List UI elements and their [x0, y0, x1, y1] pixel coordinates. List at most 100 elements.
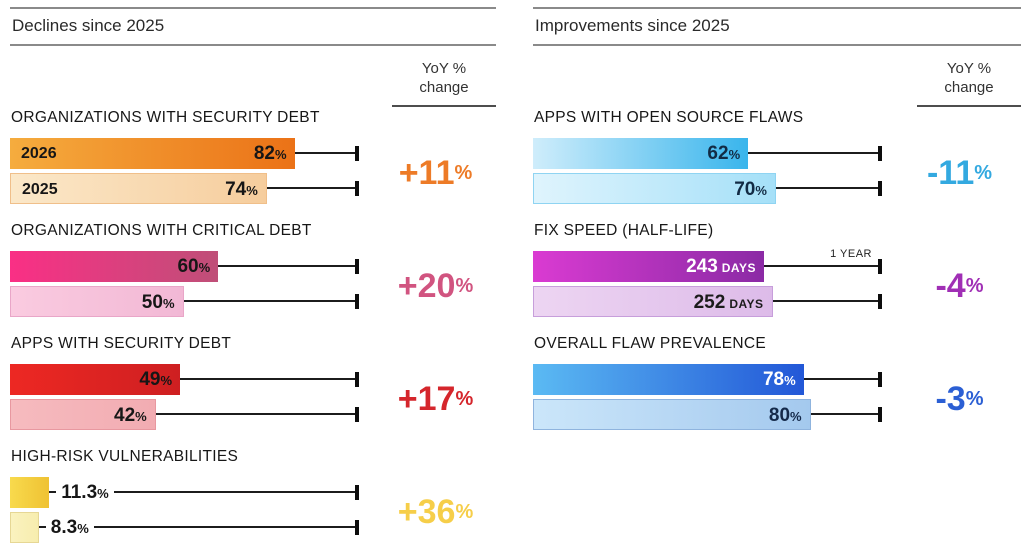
bar-row: 49%	[10, 364, 375, 395]
panel-top-rule	[533, 7, 1021, 9]
bar-value: 252 DAYS	[694, 287, 764, 320]
bar-value-number: 60	[177, 256, 199, 277]
section-body: 11.3% 8.3% +36%	[10, 477, 496, 547]
bar-value-number: 42	[114, 405, 136, 426]
yoy-change-unit: %	[454, 162, 473, 184]
bar-value: 8.3%	[45, 512, 94, 544]
section-body: 78% 80% -3%	[533, 364, 1021, 434]
full-scale-tick	[355, 259, 359, 274]
yoy-change-unit: %	[455, 275, 474, 297]
section-body: 2026 82% 2025 74% +11%	[10, 138, 496, 208]
bar-row: 11.3%	[10, 477, 375, 509]
bar-value-number: 70	[734, 179, 756, 200]
reference-connector-line	[294, 152, 355, 154]
yoy-column-header-text: YoY % change	[419, 60, 469, 96]
section-high-risk-vulnerabilities: HIGH-RISK VULNERABILITIES 11.3% 8.3% +36%	[10, 448, 496, 547]
bar-value-number: 74	[225, 179, 247, 200]
yoy-change-unit: %	[455, 388, 474, 410]
yoy-change-number: -4	[935, 267, 966, 305]
bar-value: 82%	[254, 138, 287, 170]
full-scale-tick	[355, 520, 359, 535]
bar-value-unit: DAYS	[721, 261, 757, 275]
bar-value-unit: %	[790, 409, 802, 424]
section-title: ORGANIZATIONS WITH SECURITY DEBT	[11, 109, 320, 126]
section-title: ORGANIZATIONS WITH CRITICAL DEBT	[11, 222, 312, 239]
reference-connector-line	[180, 378, 355, 380]
bar-row: 50%	[10, 286, 375, 317]
full-scale-tick	[355, 372, 359, 387]
bar-value: 11.3%	[56, 477, 114, 509]
reference-connector-line	[810, 413, 878, 415]
data-bar: 2026 82%	[10, 138, 295, 169]
bar-value-number: 252	[693, 292, 726, 313]
section-title: FIX SPEED (HALF-LIFE)	[534, 222, 714, 239]
panel-title-rule	[533, 44, 1021, 46]
panel-title-rule	[10, 44, 496, 46]
section-title: OVERALL FLAW PREVALENCE	[534, 335, 767, 352]
data-bar: 62%	[533, 138, 749, 169]
data-bar: 50%	[10, 286, 184, 317]
section-body: 1 YEAR 243 DAYS 252 DAYS -4%	[533, 248, 1021, 321]
bar-row: 60%	[10, 251, 375, 282]
full-scale-tick	[355, 181, 359, 196]
bars-area: 1 YEAR 243 DAYS 252 DAYS	[533, 248, 898, 321]
yoy-change-unit: %	[455, 501, 474, 523]
bar-value-unit: %	[135, 409, 147, 424]
bar-row: 252 DAYS	[533, 286, 898, 317]
bar-value-unit: %	[77, 521, 89, 536]
yoy-column-header: YoY % change	[392, 59, 496, 107]
reference-connector-line	[775, 187, 878, 189]
full-scale-tick	[878, 407, 882, 422]
bar-value-number: 80	[768, 405, 791, 426]
panel-top-rule	[10, 7, 496, 9]
yoy-change-unit: %	[965, 275, 984, 297]
bar-value-unit: %	[246, 183, 258, 198]
bar-value-unit: %	[160, 373, 173, 388]
reference-connector-line	[772, 300, 878, 302]
data-bar: 80%	[533, 399, 811, 430]
bar-value-unit: %	[162, 296, 175, 311]
yoy-change-number: +36	[397, 493, 456, 531]
panel-title: Declines since 2025	[12, 16, 165, 35]
section-title: HIGH-RISK VULNERABILITIES	[11, 448, 239, 465]
yoy-change-number: +17	[397, 380, 456, 418]
yoy-change-number: +11	[398, 154, 455, 192]
yoy-change-value: -4%	[898, 251, 1021, 321]
data-bar: 243 DAYS	[533, 251, 765, 282]
yoy-change-value: +36%	[375, 477, 496, 547]
yoy-change-value: +20%	[375, 251, 496, 321]
data-bar: 49%	[10, 364, 181, 395]
data-bar	[10, 512, 39, 543]
section-title: APPS WITH SECURITY DEBT	[11, 335, 232, 352]
data-bar: 42%	[10, 399, 156, 430]
bar-value-unit: %	[755, 183, 767, 198]
full-scale-tick	[355, 294, 359, 309]
full-scale-tick	[878, 259, 882, 274]
section-body: 60% 50% +20%	[10, 251, 496, 321]
full-scale-tick	[355, 407, 359, 422]
section-title: APPS WITH OPEN SOURCE FLAWS	[534, 109, 804, 126]
yoy-change-value: -3%	[898, 364, 1021, 434]
yoy-change-value: +11%	[375, 138, 496, 208]
bar-value-number: 50	[141, 292, 163, 313]
bar-value-number: 49	[139, 369, 161, 390]
reference-connector-line	[266, 187, 355, 189]
bar-row: 70%	[533, 173, 898, 204]
bars-area: 2026 82% 2025 74%	[10, 138, 375, 208]
bars-area: 60% 50%	[10, 251, 375, 321]
reference-connector-line	[748, 152, 878, 154]
bar-value: 80%	[769, 400, 802, 432]
reference-connector-line	[183, 300, 355, 302]
yoy-change-value: -11%	[898, 138, 1021, 208]
bar-value-number: 78	[762, 369, 785, 390]
section-organizations-with-critical-debt: ORGANIZATIONS WITH CRITICAL DEBT 60% 50% +2…	[10, 222, 496, 321]
section-body: 62% 70% -11%	[533, 138, 1021, 208]
full-scale-tick	[878, 181, 882, 196]
bar-year-label: 2026	[21, 145, 57, 162]
reference-connector-line	[49, 491, 355, 493]
bar-value-unit: %	[97, 486, 109, 501]
bar-value: 74%	[225, 174, 258, 206]
bar-row: 42%	[10, 399, 375, 430]
bars-area: 49% 42%	[10, 364, 375, 434]
